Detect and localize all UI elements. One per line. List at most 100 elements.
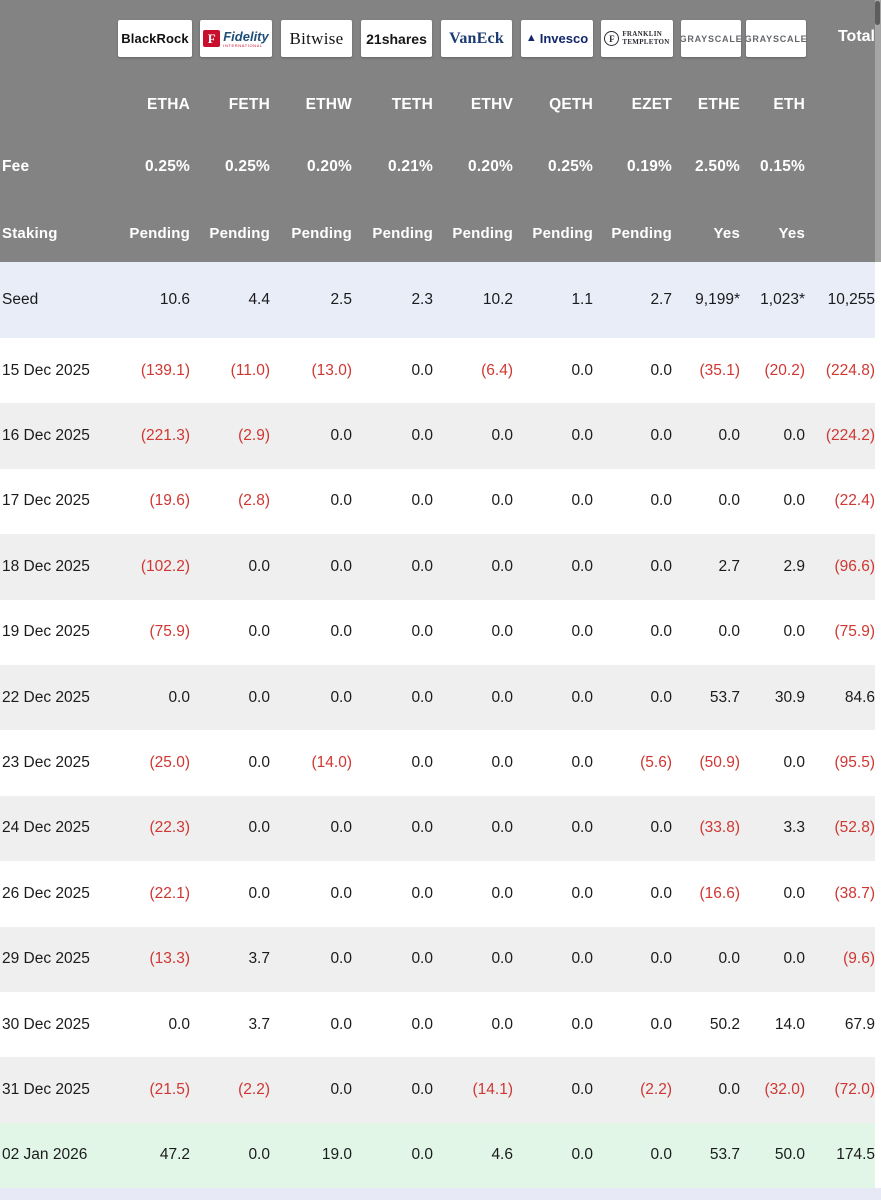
flow-value: 4.6 [491,1146,513,1164]
fee-row-label: Fee [2,158,30,175]
flow-value: (9.6) [843,950,875,968]
flow-value: (52.8) [834,819,876,837]
flow-value: 0.0 [411,492,433,510]
flow-value: 0.0 [783,427,805,445]
21shares-logo: 21shares [361,20,432,57]
flow-value: 0.0 [411,1015,433,1033]
table-row: 15 Dec 2025 (139.1) (11.0) (13.0) 0.0 (6.4) 0.… [0,338,875,404]
flow-value: 0.0 [411,950,433,968]
flow-value: 10.2 [482,291,513,308]
fee-cell-ethe: 2.50% [695,158,740,175]
flow-value: 0.0 [411,623,433,641]
flow-value: 0.0 [650,557,672,575]
grayscale-logo-eth: GRAYSCALE [746,20,806,57]
fidelity-logo-subtext: INTERNATIONAL [223,42,263,48]
fidelity-f-icon: F [203,30,221,47]
total-column-header: Total [837,28,875,45]
flow-value: 0.0 [650,884,672,902]
flow-value: 0.0 [168,1015,190,1033]
flow-value: (50.9) [699,754,741,772]
flow-value: (25.0) [149,754,191,772]
blackrock-logo-text: BlackRock [121,31,189,46]
flow-value: (13.0) [311,361,353,379]
flow-value: (33.8) [699,819,741,837]
grayscale-logo-ethe: GRAYSCALE [681,20,741,57]
invesco-logo: ▲ Invesco [521,20,593,57]
table-row: 02 Jan 2026 47.2 0.0 19.0 0.0 4.6 0.0 0.0 53.7 50… [0,1122,875,1189]
flow-value: 50.0 [774,1146,805,1164]
invesco-logo-text: Invesco [539,31,589,46]
ticker-cell-ethw: ETHW [305,96,352,113]
flow-value: 0.0 [248,688,270,706]
flow-value: 0.0 [330,688,352,706]
table-row: 24 Dec 2025 (22.3) 0.0 0.0 0.0 0.0 0.0 0.0 (33.8… [0,795,876,862]
fee-cell-ezet: 0.19% [627,158,672,175]
flow-value: (75.9) [834,623,876,641]
table-body: Seed 10.6 4.4 2.5 2.3 10.2 1.1 2.7 9,199* 1,023* 1… [0,262,881,1189]
table-row: 29 Dec 2025 (13.3) 3.7 0.0 0.0 0.0 0.0 0.0 0.0 0.… [0,926,875,992]
table-row: 26 Dec 2025 (22.1) 0.0 0.0 0.0 0.0 0.0 0.0 (16.6… [0,861,875,927]
ticker-cell-ethv: ETHV [470,96,513,113]
fee-cell-qeth: 0.25% [548,158,593,175]
flow-value: 0.0 [718,427,740,445]
fidelity-logo-text: Fidelity [223,28,269,44]
flow-value: 53.7 [709,1146,740,1164]
row-label: 23 Dec 2025 [2,754,90,772]
flow-value: (2.2) [238,1080,270,1098]
flow-value: 2.7 [650,291,672,308]
fee-cell-feth: 0.25% [225,158,270,175]
flow-value: (221.3) [140,427,190,445]
flow-value: (2.9) [238,427,270,445]
scrollbar-track[interactable] [875,0,881,262]
flow-value: 0.0 [783,623,805,641]
flow-value: 0.0 [330,884,352,902]
grayscale-logo-text: GRAYSCALE [746,33,806,44]
ticker-cell-etha: ETHA [147,96,190,113]
table-row: 23 Dec 2025 (25.0) 0.0 (14.0) 0.0 0.0 0.0 (5.6)… [0,730,875,796]
flow-value: 0.0 [248,1146,270,1164]
flow-value: 0.0 [168,688,190,706]
flow-value: 0.0 [718,492,740,510]
ticker-cell-feth: FETH [228,96,270,113]
flow-value: 0.0 [783,950,805,968]
flow-value: 0.0 [330,819,352,837]
fee-cell-teth: 0.21% [388,158,433,175]
flow-value: 0.0 [491,884,513,902]
staking-cell-eth: Yes [778,224,805,242]
blackrock-logo: BlackRock [118,20,192,57]
flow-value: 0.0 [650,819,672,837]
row-label: 24 Dec 2025 [2,819,90,837]
staking-cell-ethe: Yes [713,224,740,242]
flow-value: 0.0 [571,427,593,445]
ticker-cell-qeth: QETH [549,96,593,113]
flow-value: 0.0 [330,950,352,968]
flow-value: 9,199* [695,291,740,308]
flow-value: 30.9 [774,688,805,706]
flow-value: 0.0 [330,492,352,510]
flow-value: (224.2) [825,427,875,445]
flow-value: (14.0) [311,754,353,772]
flow-value: 0.0 [411,754,433,772]
table-row: 16 Dec 2025 (221.3) (2.9) 0.0 0.0 0.0 0.0 0.0 0.… [0,403,875,469]
flow-value: (139.1) [140,361,190,379]
flow-value: 0.0 [571,688,593,706]
flow-value: 0.0 [718,1080,740,1098]
flow-value: 0.0 [571,884,593,902]
table-row: 22 Dec 2025 0.0 0.0 0.0 0.0 0.0 0.0 0.0 53.7 30.9… [0,664,875,731]
flow-value: 67.9 [844,1015,875,1033]
flow-value: 0.0 [491,819,513,837]
flow-value: 0.0 [571,950,593,968]
fee-cell-eth: 0.15% [760,158,805,175]
flow-value: 2.7 [718,557,740,575]
row-label: 31 Dec 2025 [2,1080,90,1098]
flow-value: (224.8) [825,361,875,379]
flow-value: 0.0 [571,623,593,641]
staking-cell-ethv: Pending [452,224,513,242]
scrollbar-thumb[interactable] [875,1,880,25]
flow-value: 0.0 [718,950,740,968]
flow-value: (2.2) [640,1080,672,1098]
21shares-logo-text: 21shares [366,30,427,47]
row-label: 29 Dec 2025 [2,950,90,968]
flow-value: (35.1) [699,361,741,379]
